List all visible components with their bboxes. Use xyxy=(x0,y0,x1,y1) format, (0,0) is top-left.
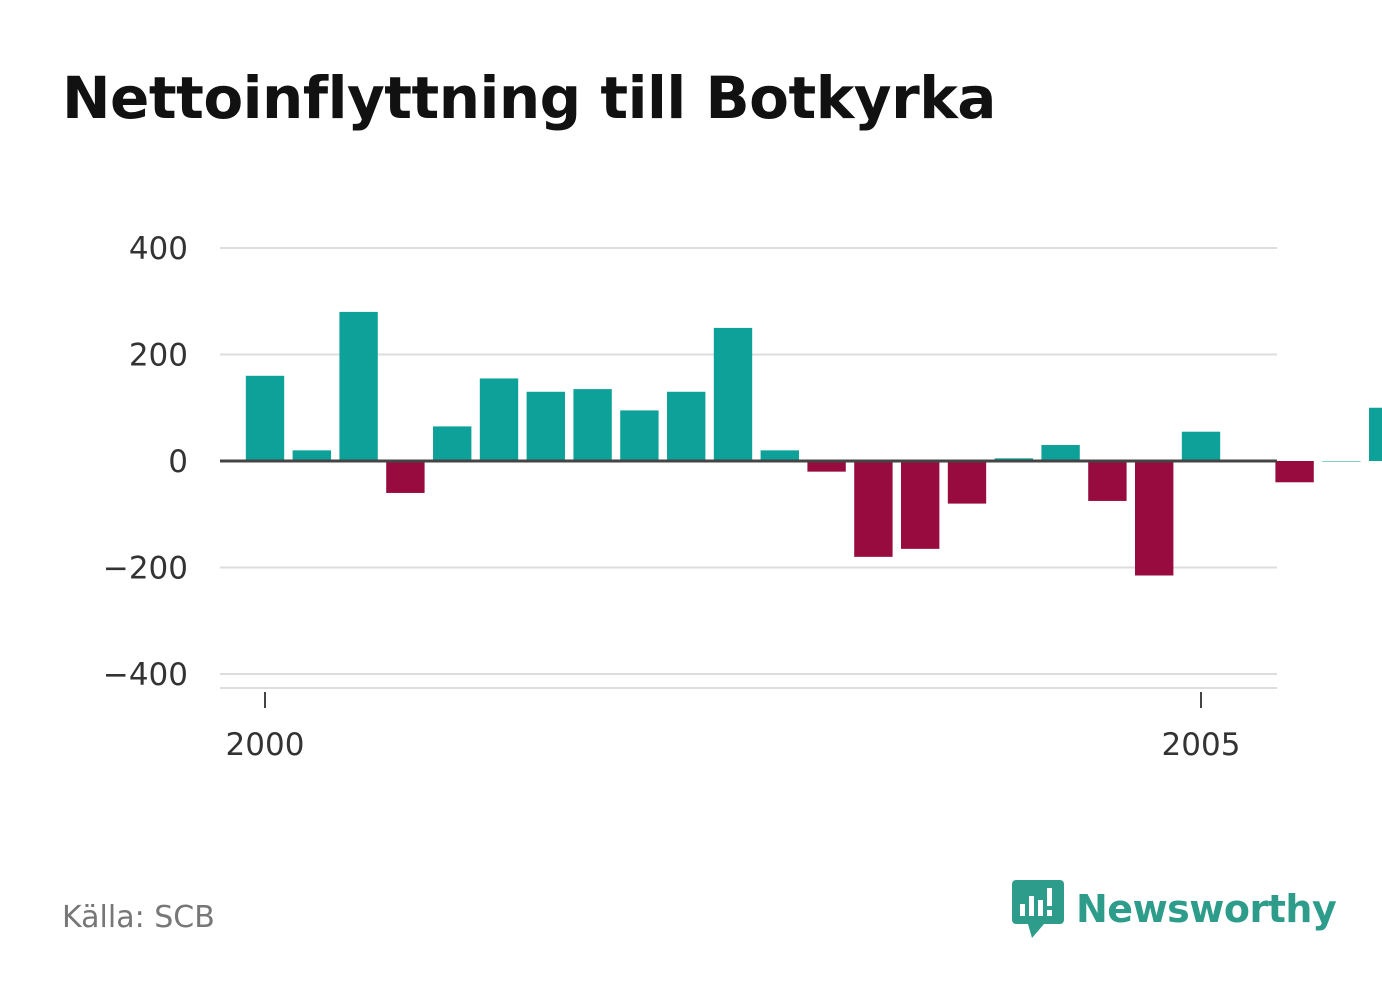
x-tick-label: 2000 xyxy=(226,727,305,763)
bar xyxy=(947,461,987,504)
bar xyxy=(807,461,846,472)
bar xyxy=(1135,461,1174,576)
bar xyxy=(713,327,753,462)
x-tick-label: 2005 xyxy=(1162,727,1241,763)
newsworthy-logo-icon xyxy=(1012,880,1064,938)
bar xyxy=(760,450,799,461)
y-axis-labels: 400 200 0 −200 −400 xyxy=(103,231,188,693)
x-axis: 200020052010201520202025 xyxy=(220,687,1277,763)
bar xyxy=(901,461,940,549)
bar xyxy=(526,391,565,461)
bar xyxy=(620,410,659,461)
bar xyxy=(573,389,612,461)
bar xyxy=(339,311,378,461)
bar xyxy=(292,450,331,461)
bar xyxy=(245,375,285,461)
bar xyxy=(1369,407,1382,461)
y-tick-label: −400 xyxy=(103,657,188,693)
bar xyxy=(1088,461,1127,501)
y-tick-label: 400 xyxy=(129,231,188,267)
y-tick-label: −200 xyxy=(103,551,188,587)
bar xyxy=(386,461,425,493)
y-tick-label: 200 xyxy=(129,338,188,374)
chart-title: Nettoinflyttning till Botkyrka xyxy=(62,64,996,132)
y-tick-label: 0 xyxy=(168,444,188,480)
bar xyxy=(479,378,519,461)
bars xyxy=(245,311,1382,576)
bar xyxy=(667,391,706,461)
source-label: Källa: SCB xyxy=(62,900,215,935)
newsworthy-logo-text: Newsworthy xyxy=(1076,887,1337,931)
bar xyxy=(433,426,472,461)
bar xyxy=(1322,461,1361,462)
bar xyxy=(1041,445,1080,461)
newsworthy-logo[interactable]: Newsworthy xyxy=(1010,878,1337,940)
bar xyxy=(1181,431,1221,461)
bar xyxy=(1275,461,1314,483)
bar xyxy=(854,461,893,557)
